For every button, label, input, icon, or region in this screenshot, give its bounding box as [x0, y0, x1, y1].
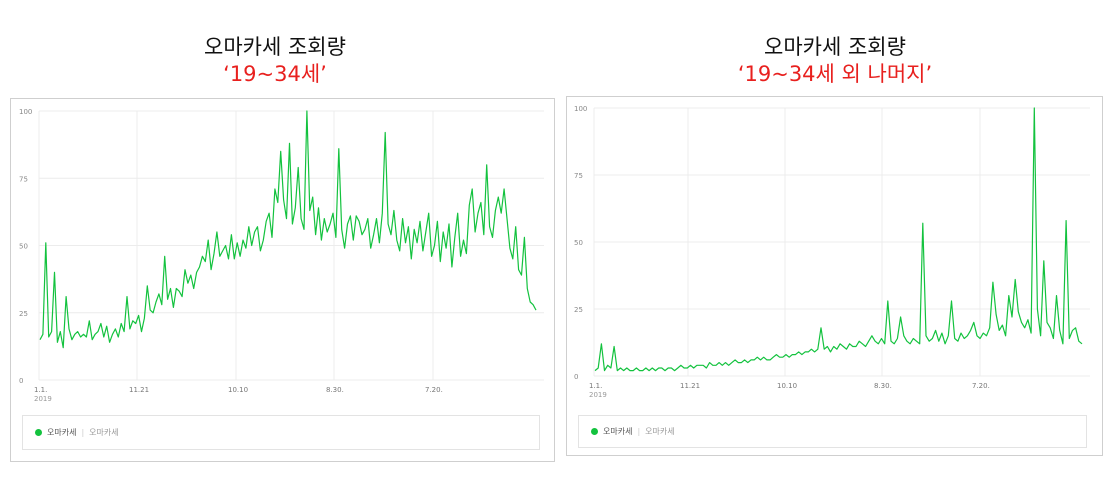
- chart-title-right: 오마카세 조회량 ‘19~34세 외 나머지’: [690, 34, 980, 88]
- y-tick-label: 50: [19, 243, 28, 251]
- legend-second-label[interactable]: 오마카세: [645, 427, 675, 436]
- chart-card-right: 0 25 50 75 100 1.1. 11.21 10.10 8.30. 7.20. 2019 오…: [566, 96, 1103, 456]
- legend-second-label[interactable]: 오마카세: [89, 428, 119, 437]
- x-tick-label: 8.30.: [874, 382, 892, 390]
- series-line: [39, 110, 537, 349]
- x-tick-label: 11.21: [129, 386, 149, 394]
- x-tick-label: 1.1.: [34, 386, 47, 394]
- x-year-label: 2019: [589, 391, 607, 399]
- legend-separator: |: [81, 428, 85, 437]
- legend-series-label[interactable]: 오마카세: [47, 428, 77, 437]
- x-tick-label: 8.30.: [326, 386, 344, 394]
- y-tick-label: 0: [19, 377, 23, 385]
- y-tick-label: 50: [574, 239, 583, 247]
- legend-separator: |: [637, 427, 641, 436]
- line-chart-right: 0 25 50 75 100 1.1. 11.21 10.10 8.30. 7.20. 2019: [574, 105, 1090, 399]
- chart-title-right-main: 오마카세 조회량: [764, 35, 906, 59]
- legend-dot-icon: [35, 429, 42, 436]
- chart-title-left-main: 오마카세 조회량: [204, 35, 346, 59]
- legend-series-label[interactable]: 오마카세: [603, 427, 633, 436]
- y-tick-label: 0: [574, 373, 578, 381]
- y-tick-label: 25: [19, 310, 28, 318]
- x-tick-label: 7.20.: [425, 386, 443, 394]
- chart-subtitle-left: ‘19~34세’: [223, 62, 327, 86]
- x-year-label: 2019: [34, 395, 52, 403]
- legend-dot-icon: [591, 428, 598, 435]
- y-tick-label: 100: [19, 108, 32, 116]
- chart-card-left: 0 25 50 75 100 1.1. 11.21 10.10 8.30. 7.20. 2019 오…: [10, 98, 555, 462]
- legend-left: 오마카세 | 오마카세: [22, 415, 540, 450]
- y-tick-label: 75: [574, 172, 583, 180]
- y-tick-label: 100: [574, 105, 587, 113]
- legend-right: 오마카세 | 오마카세: [578, 415, 1087, 448]
- x-tick-label: 10.10: [777, 382, 797, 390]
- x-tick-label: 1.1.: [589, 382, 602, 390]
- x-tick-label: 7.20.: [972, 382, 990, 390]
- chart-subtitle-right: ‘19~34세 외 나머지’: [737, 62, 933, 86]
- x-tick-label: 10.10: [228, 386, 248, 394]
- line-chart-left: 0 25 50 75 100 1.1. 11.21 10.10 8.30. 7.20. 2019: [19, 108, 544, 403]
- series-line: [594, 107, 1083, 372]
- y-tick-label: 75: [19, 175, 28, 183]
- x-tick-label: 11.21: [680, 382, 700, 390]
- y-tick-label: 25: [574, 306, 583, 314]
- chart-title-left: 오마카세 조회량 ‘19~34세’: [150, 34, 400, 88]
